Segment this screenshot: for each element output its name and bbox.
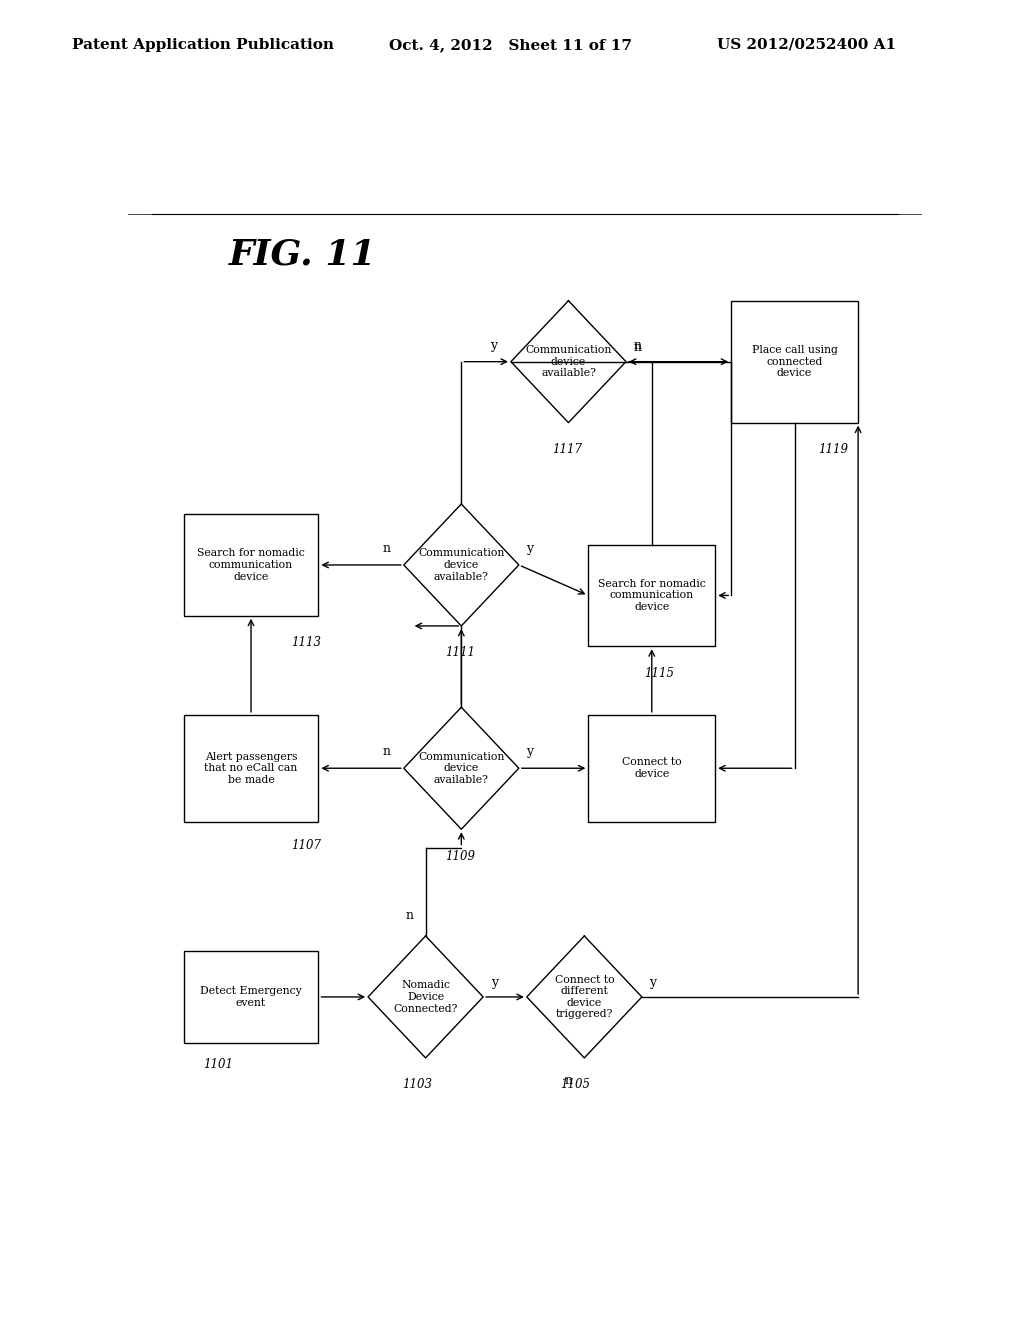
Polygon shape: [511, 301, 626, 422]
Bar: [588, 545, 715, 647]
Text: Nomadic
Device
Connected?: Nomadic Device Connected?: [393, 981, 458, 1014]
Text: 1107: 1107: [291, 840, 321, 853]
Text: y: y: [526, 543, 534, 556]
Text: y: y: [526, 746, 534, 759]
Polygon shape: [403, 708, 519, 829]
Text: Communication
device
available?: Communication device available?: [418, 548, 505, 582]
Text: n: n: [382, 746, 390, 759]
Text: Detect Emergency
event: Detect Emergency event: [200, 986, 302, 1007]
Text: 1119: 1119: [818, 444, 849, 455]
Text: Search for nomadic
communication
device: Search for nomadic communication device: [198, 548, 305, 582]
Bar: [731, 301, 858, 422]
Text: 1103: 1103: [401, 1078, 432, 1092]
Text: y: y: [489, 339, 497, 352]
Text: 1111: 1111: [445, 647, 475, 659]
Text: US 2012/0252400 A1: US 2012/0252400 A1: [717, 38, 896, 51]
Text: n: n: [564, 1073, 572, 1086]
Text: 1113: 1113: [291, 636, 321, 649]
Bar: [183, 515, 318, 616]
Polygon shape: [403, 504, 519, 626]
Polygon shape: [526, 936, 642, 1057]
Text: Oct. 4, 2012   Sheet 11 of 17: Oct. 4, 2012 Sheet 11 of 17: [389, 38, 632, 51]
Bar: [183, 952, 318, 1043]
Text: Search for nomadic
communication
device: Search for nomadic communication device: [598, 579, 706, 612]
Text: n: n: [406, 909, 414, 923]
Text: 1101: 1101: [204, 1057, 233, 1071]
Text: Communication
device
available?: Communication device available?: [418, 751, 505, 785]
Text: Connect to
different
device
triggered?: Connect to different device triggered?: [555, 974, 614, 1019]
Text: y: y: [649, 977, 656, 989]
Text: n: n: [382, 543, 390, 556]
Text: y: y: [490, 977, 498, 989]
Text: 1117: 1117: [553, 444, 583, 455]
Text: FIG. 11: FIG. 11: [228, 238, 377, 272]
Bar: [183, 715, 318, 821]
Text: Place call using
connected
device: Place call using connected device: [752, 345, 838, 379]
Text: Communication
device
available?: Communication device available?: [525, 345, 611, 379]
Text: 1105: 1105: [560, 1078, 591, 1092]
Polygon shape: [368, 936, 483, 1057]
Text: 1115: 1115: [644, 667, 674, 680]
Text: Alert passengers
that no eCall can
be made: Alert passengers that no eCall can be ma…: [205, 751, 298, 785]
Text: n: n: [633, 341, 641, 354]
Text: Connect to
device: Connect to device: [622, 758, 682, 779]
Bar: [588, 715, 715, 821]
Text: Patent Application Publication: Patent Application Publication: [72, 38, 334, 51]
Text: 1109: 1109: [445, 850, 475, 862]
Text: n: n: [633, 339, 641, 352]
